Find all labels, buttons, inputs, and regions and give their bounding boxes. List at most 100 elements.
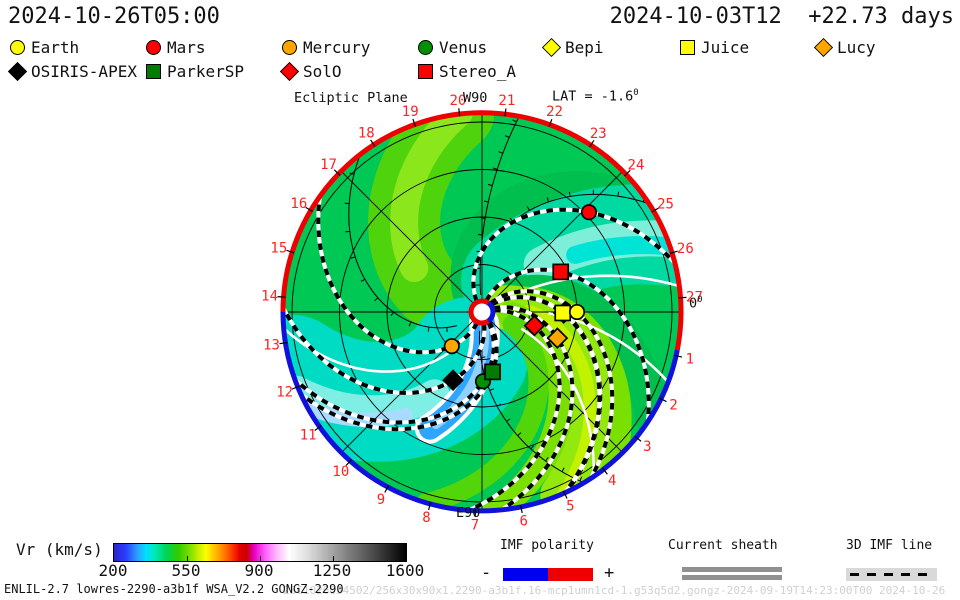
mars-marker-icon bbox=[146, 40, 161, 55]
legend-row-spacecraft: OSIRIS-APEX ParkerSP SolO Stereo_A bbox=[0, 61, 960, 84]
imf-negative-sign: - bbox=[481, 563, 492, 583]
model-version-text: ENLIL-2.7 lowres-2290-a3b1f WSA_V2.2 GON… bbox=[4, 582, 344, 596]
sun-symbol bbox=[468, 298, 496, 326]
day-label-6: 6 bbox=[520, 513, 528, 529]
legend-label: OSIRIS-APEX bbox=[31, 62, 137, 81]
legend-item-juice: Juice bbox=[680, 38, 749, 57]
day-label-17: 17 bbox=[320, 157, 337, 173]
sector-boundary-line bbox=[479, 330, 584, 483]
boundary-tick bbox=[489, 388, 495, 391]
current-sheet-line bbox=[528, 274, 680, 291]
solo-marker bbox=[523, 314, 546, 337]
day-label-9: 9 bbox=[377, 492, 385, 508]
border-west-red bbox=[280, 110, 684, 351]
day-tick bbox=[674, 354, 683, 358]
sun-ring-red bbox=[468, 298, 490, 326]
juice-marker-icon bbox=[680, 40, 695, 55]
imf-positive-sign: + bbox=[604, 563, 615, 583]
east-limb-label: E90 bbox=[456, 505, 481, 521]
current-timestamp: 2024-10-26T05:00 bbox=[8, 4, 220, 29]
boundary-tick bbox=[568, 191, 571, 197]
boundary-tick bbox=[498, 151, 504, 154]
boundary-tick bbox=[408, 321, 412, 327]
boundary-tick bbox=[492, 167, 498, 170]
colorbar-value-900: 900 bbox=[244, 561, 274, 580]
boundary-tick bbox=[360, 278, 366, 282]
elapsed-days: +22.73 days bbox=[808, 4, 954, 29]
lucy-marker bbox=[546, 327, 569, 349]
boundary-tick bbox=[480, 217, 486, 219]
boundary-tick bbox=[374, 297, 379, 302]
legend-item-osiris-apex: OSIRIS-APEX bbox=[7, 61, 137, 82]
day-tick bbox=[412, 118, 417, 127]
day-label-23: 23 bbox=[590, 126, 607, 142]
velocity-colorbar bbox=[113, 543, 407, 562]
latitude-value: LAT = -1.6 bbox=[552, 88, 634, 105]
west-limb-label: W90 bbox=[463, 90, 488, 106]
day-label-15: 15 bbox=[270, 240, 287, 256]
boundary-tick bbox=[506, 418, 511, 422]
colorbar-value-200: 200 bbox=[98, 561, 128, 580]
day-tick bbox=[651, 207, 659, 213]
boundary-tick bbox=[487, 183, 493, 187]
day-tick bbox=[279, 341, 288, 345]
parkersp-marker-icon bbox=[146, 64, 161, 79]
legend-label: Lucy bbox=[837, 38, 876, 57]
day-tick bbox=[291, 385, 300, 390]
day-label-26: 26 bbox=[677, 241, 694, 257]
sun-ring-blue bbox=[486, 300, 496, 324]
day-tick bbox=[458, 108, 461, 117]
sector-boundary-line bbox=[348, 156, 458, 329]
mercury-marker-icon bbox=[282, 40, 297, 55]
day-label-18: 18 bbox=[358, 126, 375, 142]
boundary-ring bbox=[280, 110, 684, 514]
legend-item-mars: Mars bbox=[146, 38, 206, 57]
boundary-tick bbox=[483, 200, 489, 203]
day-label-7: 7 bbox=[471, 517, 479, 533]
legend-label: SolO bbox=[303, 62, 342, 81]
latitude-degree-sup: 0 bbox=[633, 88, 639, 98]
day-label-16: 16 bbox=[290, 196, 307, 212]
boundary-tick bbox=[349, 172, 355, 175]
day-label-10: 10 bbox=[332, 464, 349, 480]
day-tick bbox=[286, 249, 295, 254]
zero-longitude-value: 0 bbox=[689, 295, 698, 312]
day-label-4: 4 bbox=[608, 473, 616, 489]
colorbar-value-1250: 1250 bbox=[312, 561, 352, 580]
legend-item-venus: Venus bbox=[418, 38, 487, 57]
day-tick bbox=[428, 502, 432, 511]
mars-marker bbox=[580, 204, 598, 221]
current-sheath-swatch bbox=[682, 575, 782, 580]
earth-marker-icon bbox=[10, 40, 25, 55]
colorbar-value-550: 550 bbox=[171, 561, 201, 580]
day-tick bbox=[634, 435, 642, 442]
day-label-1: 1 bbox=[686, 351, 694, 367]
zero-longitude-label: 00 bbox=[689, 295, 703, 312]
day-label-24: 24 bbox=[628, 157, 645, 173]
current-sheath-swatch bbox=[682, 567, 782, 572]
day-label-13: 13 bbox=[263, 337, 280, 353]
imf-line-juice bbox=[490, 295, 602, 494]
field-band bbox=[390, 113, 473, 282]
day-label-3: 3 bbox=[643, 439, 651, 455]
day-label-22: 22 bbox=[546, 104, 563, 120]
day-label-12: 12 bbox=[276, 385, 293, 401]
sector-boundary-line bbox=[479, 118, 519, 296]
day-label-14: 14 bbox=[261, 289, 278, 305]
earth-marker bbox=[568, 303, 586, 321]
legend-label: Venus bbox=[439, 38, 488, 57]
venus-marker-icon bbox=[418, 40, 433, 55]
boundary-tick bbox=[617, 191, 620, 197]
parkersp-marker bbox=[484, 363, 501, 381]
boundary-tick bbox=[546, 197, 550, 203]
imf-lines bbox=[283, 197, 676, 511]
day-label-21: 21 bbox=[498, 93, 515, 109]
mercury-marker bbox=[443, 338, 460, 355]
boundary-tick bbox=[504, 135, 510, 138]
day-tick bbox=[305, 206, 313, 212]
day-label-27: 27 bbox=[686, 289, 703, 305]
imf-negative-swatch bbox=[503, 568, 548, 581]
day-label-5: 5 bbox=[566, 498, 574, 514]
day-tick bbox=[669, 250, 678, 254]
